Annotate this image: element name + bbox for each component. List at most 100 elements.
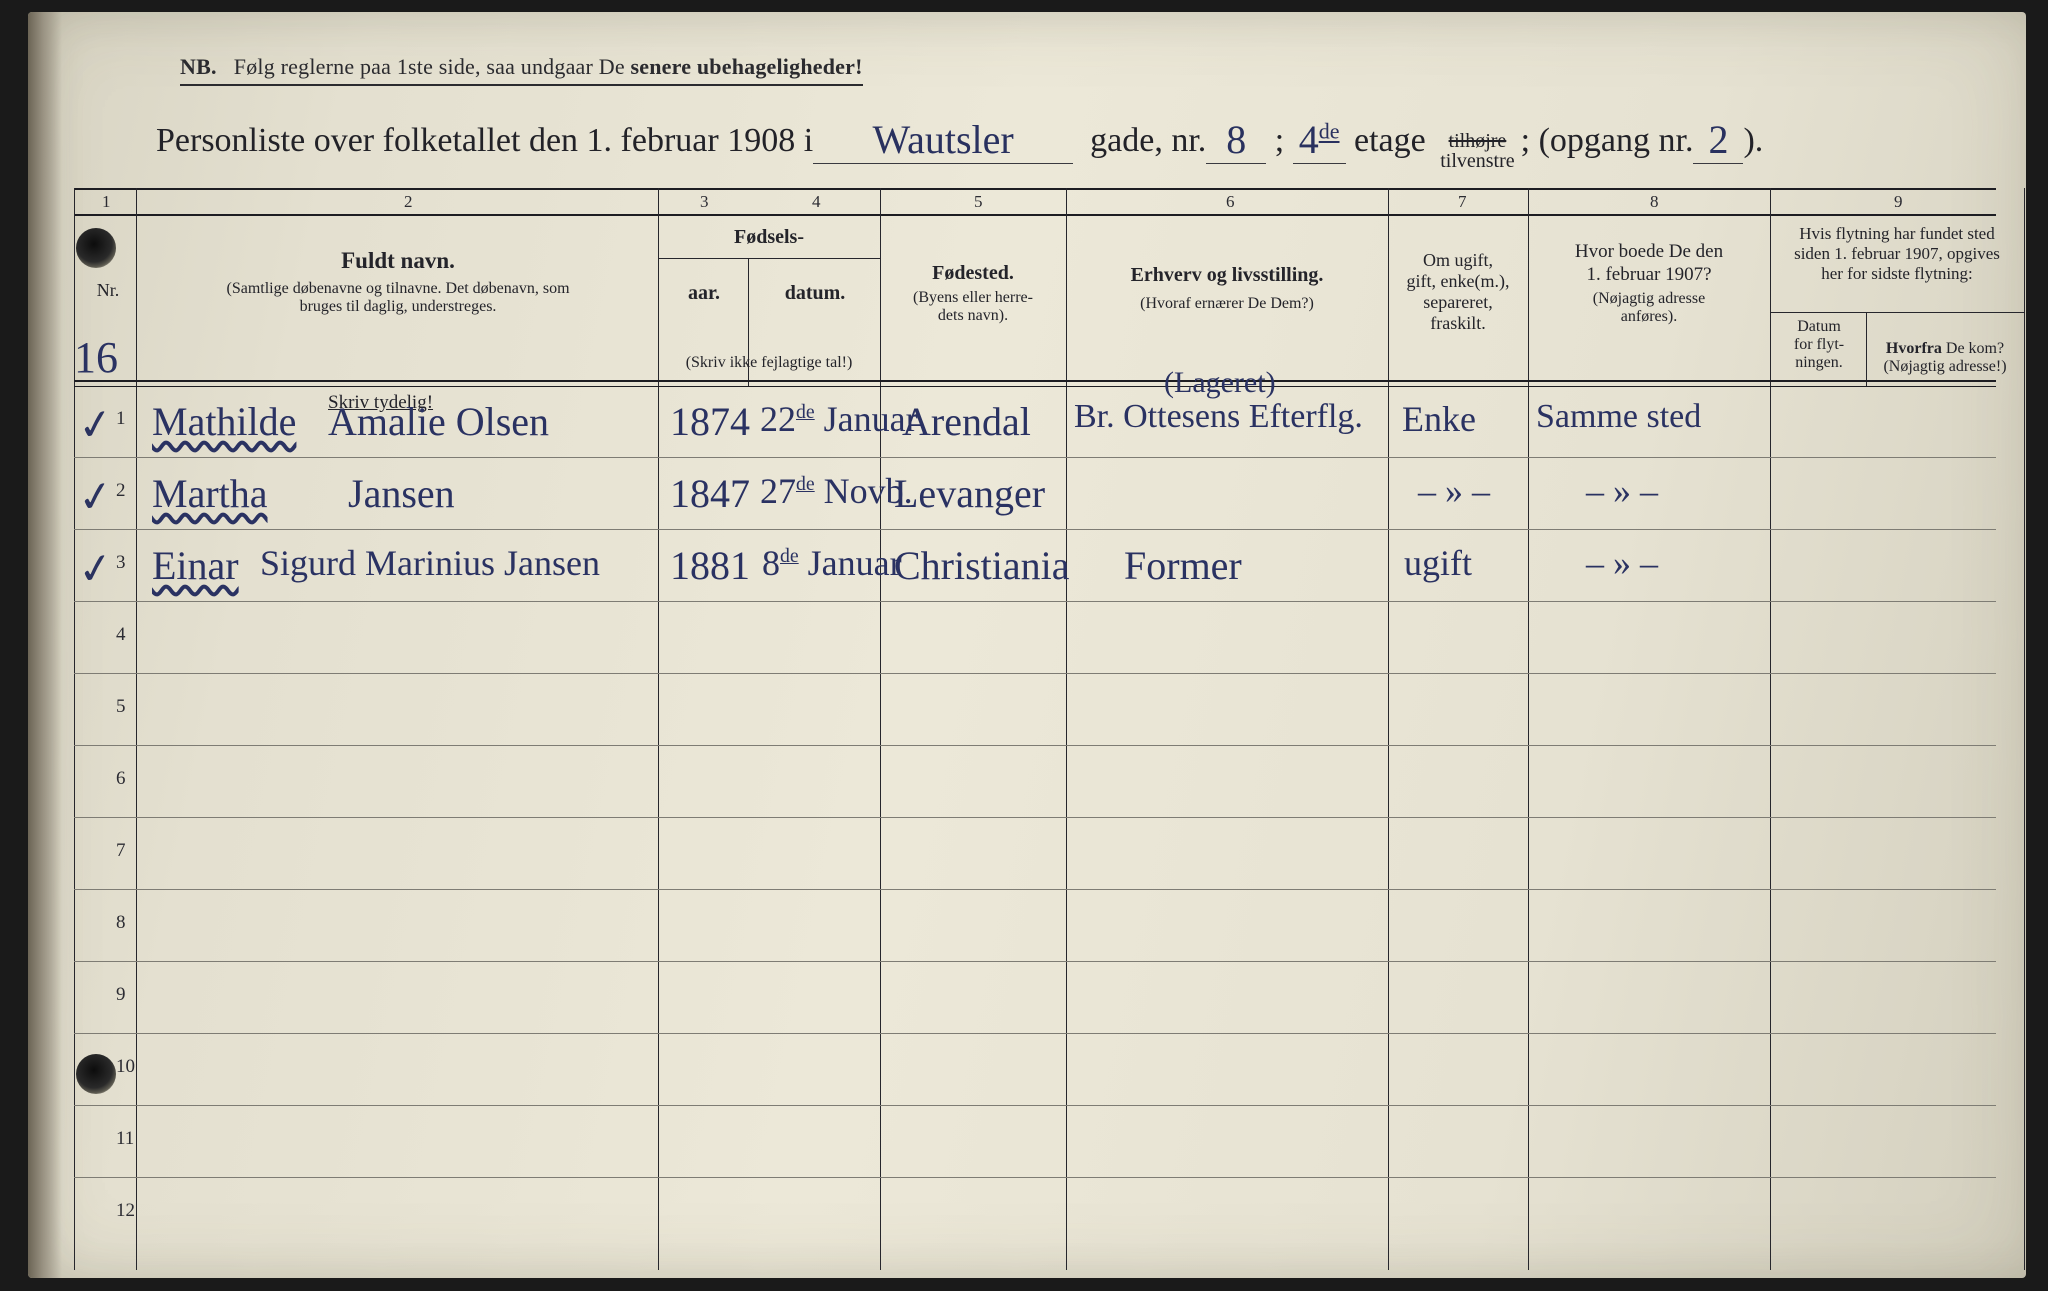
row-num: 8 bbox=[116, 912, 126, 934]
marital-status: Enke bbox=[1402, 398, 1476, 440]
colnum-3: 3 bbox=[700, 192, 709, 212]
head-status: Om ugift, gift, enke(m.), separeret, fra… bbox=[1392, 250, 1524, 334]
colnum-6: 6 bbox=[1226, 192, 1235, 212]
table-row: 9 bbox=[74, 962, 1996, 1034]
prev-address: – » – bbox=[1586, 542, 1658, 584]
year: 1881 bbox=[670, 542, 750, 589]
colnum-2: 2 bbox=[404, 192, 413, 212]
rule bbox=[74, 214, 1996, 216]
colnum-4: 4 bbox=[812, 192, 821, 212]
vline bbox=[1866, 312, 1867, 386]
head-datum: datum. bbox=[752, 282, 878, 305]
margin-annotation: 16 bbox=[74, 332, 118, 383]
etage-label: etage bbox=[1354, 122, 1426, 160]
table-row: 6 bbox=[74, 746, 1996, 818]
occupation: Former bbox=[1124, 542, 1242, 589]
row-num: 11 bbox=[116, 1128, 134, 1150]
header-lead: Personliste over folketallet den 1. febr… bbox=[156, 122, 813, 160]
semi: ; bbox=[1275, 122, 1284, 160]
side-top: tilhøjre bbox=[1449, 131, 1507, 151]
check-mark: ✓ bbox=[75, 398, 117, 452]
street-field: Wautsler bbox=[813, 116, 1073, 164]
nb-prefix: NB. bbox=[180, 54, 217, 79]
table-row: 7 bbox=[74, 818, 1996, 890]
nb-notice: NB. Følg reglerne paa 1ste side, saa und… bbox=[180, 54, 863, 86]
vline bbox=[2024, 188, 2025, 1270]
row-num: 9 bbox=[116, 984, 126, 1006]
table-row: ✓ 1 Mathilde Amalie Olsen 1874 22de Janu… bbox=[74, 386, 1996, 458]
marital-status: ugift bbox=[1404, 542, 1472, 584]
head-flyt-a: Datum for flyt- ningen. bbox=[1774, 318, 1864, 372]
row-num: 3 bbox=[116, 552, 126, 574]
name-rest: Amalie Olsen bbox=[328, 398, 549, 445]
year: 1847 bbox=[670, 470, 750, 517]
year: 1874 bbox=[670, 398, 750, 445]
name-underlined: Einar bbox=[152, 542, 239, 589]
table-row: 4 bbox=[74, 602, 1996, 674]
check-mark: ✓ bbox=[75, 542, 117, 596]
date: 27de Novb. bbox=[760, 470, 913, 512]
date: 22de Januar bbox=[760, 398, 918, 440]
table-row: 12 bbox=[74, 1178, 1996, 1250]
name-rest: Sigurd Marinius Jansen bbox=[260, 542, 600, 584]
opgang-nr-field: 2 bbox=[1693, 116, 1743, 164]
row-num: 7 bbox=[116, 840, 126, 862]
row-num: 4 bbox=[116, 624, 126, 646]
nb-bold: senere ubehageligheder! bbox=[631, 54, 863, 79]
row-num: 5 bbox=[116, 696, 126, 718]
gade-nr-field: 8 bbox=[1206, 116, 1266, 164]
table-row: 11 bbox=[74, 1106, 1996, 1178]
prev-address: Samme sted bbox=[1536, 398, 1701, 436]
occupation: Br. Ottesens Efterflg. bbox=[1074, 398, 1363, 436]
row-num: 12 bbox=[116, 1200, 135, 1222]
head-erhverv: Erhverv og livsstilling. (Hvoraf ernærer… bbox=[1070, 264, 1384, 313]
table-row: 8 bbox=[74, 890, 1996, 962]
column-numbers: 1 2 3 4 5 6 7 8 9 bbox=[74, 190, 1996, 214]
check-mark: ✓ bbox=[75, 470, 117, 524]
head-name: Fuldt navn. (Samtlige døbenavne og tilna… bbox=[148, 248, 648, 316]
rule bbox=[1770, 312, 2024, 313]
gade-label: gade, nr. bbox=[1090, 122, 1206, 160]
close-paren: ). bbox=[1743, 122, 1763, 160]
data-rows: ✓ 1 Mathilde Amalie Olsen 1874 22de Janu… bbox=[74, 386, 1996, 1250]
prev-address: – » – bbox=[1586, 470, 1658, 512]
table-row: 10 bbox=[74, 1034, 1996, 1106]
table-row: ✓ 3 Einar Sigurd Marinius Jansen 1881 8d… bbox=[74, 530, 1996, 602]
etage-nr-field: 4de bbox=[1293, 116, 1346, 164]
head-fodsels-note: (Skriv ikke fejlagtige tal!) bbox=[660, 350, 878, 373]
birthplace: Christiania bbox=[894, 542, 1070, 589]
head-fodsels: Fødsels- bbox=[660, 226, 878, 249]
name-underlined: Martha bbox=[152, 470, 268, 517]
head-fodested: Fødested. (Byens eller herre- dets navn)… bbox=[884, 262, 1062, 325]
book-spine bbox=[28, 12, 62, 1278]
row-num: 1 bbox=[116, 408, 126, 430]
colnum-5: 5 bbox=[974, 192, 983, 212]
head-flyt: Hvis flytning har fundet sted siden 1. f… bbox=[1774, 224, 2020, 284]
colnum-8: 8 bbox=[1650, 192, 1659, 212]
head-flyt-b: Hvorfra De kom? (Nøjagtig adresse!) bbox=[1868, 322, 2022, 394]
head-boede: Hvor boede De den 1. februar 1907? (Nøja… bbox=[1532, 240, 1766, 326]
rule bbox=[658, 258, 880, 259]
birthplace: Levanger bbox=[894, 470, 1045, 517]
binder-hole bbox=[76, 228, 116, 268]
nb-text: Følg reglerne paa 1ste side, saa undgaar… bbox=[234, 54, 631, 79]
table-row: 5 bbox=[74, 674, 1996, 746]
row-num: 2 bbox=[116, 480, 126, 502]
colnum-9: 9 bbox=[1894, 192, 1903, 212]
name-underlined: Mathilde bbox=[152, 398, 296, 445]
marital-status: – » – bbox=[1418, 470, 1490, 512]
census-page: NB. Følg reglerne paa 1ste side, saa und… bbox=[28, 12, 2026, 1278]
date: 8de Januar bbox=[762, 542, 902, 584]
row-num: 6 bbox=[116, 768, 126, 790]
head-nr: Nr. bbox=[84, 280, 132, 301]
form-header: Personliste over folketallet den 1. febr… bbox=[156, 114, 1986, 172]
side-options: tilhøjre tilvenstre bbox=[1440, 131, 1514, 171]
birthplace: Arendal bbox=[902, 398, 1031, 445]
rule bbox=[74, 380, 1996, 382]
opgang-label: ; (opgang nr. bbox=[1521, 122, 1694, 160]
name-rest: Jansen bbox=[348, 470, 455, 517]
head-aar: aar. bbox=[662, 282, 746, 305]
occupation-note: (Lageret) bbox=[1164, 366, 1276, 400]
row-num: 10 bbox=[116, 1056, 135, 1078]
colnum-7: 7 bbox=[1458, 192, 1467, 212]
